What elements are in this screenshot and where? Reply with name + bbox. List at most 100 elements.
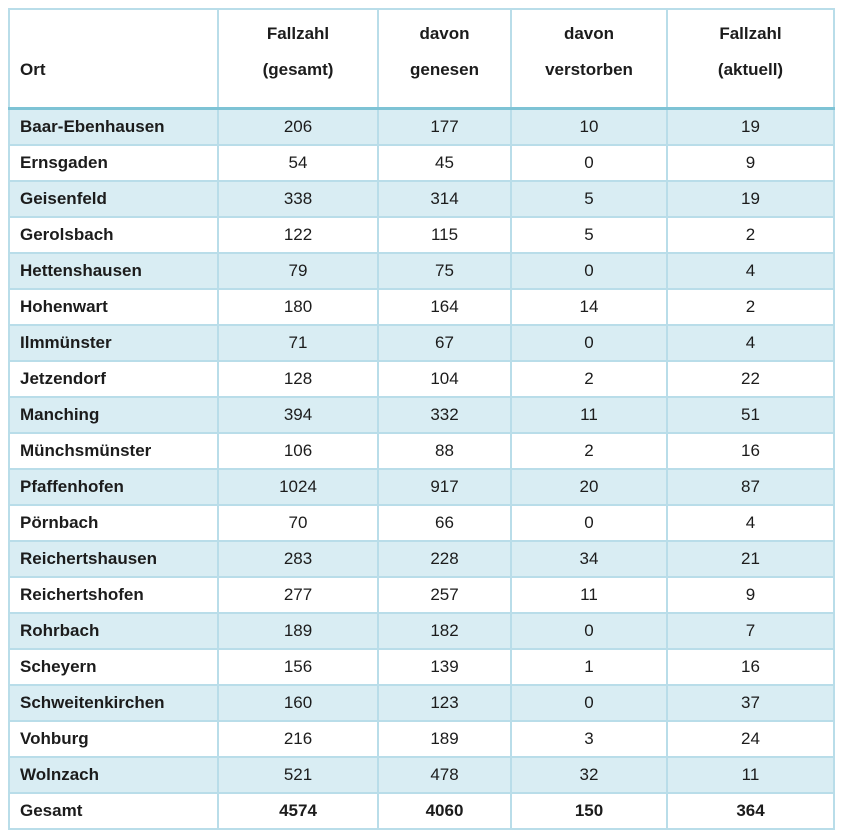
ort-cell: Reichertshofen bbox=[8, 575, 219, 614]
value-cell: 45 bbox=[377, 143, 512, 182]
header-line-spacer bbox=[20, 16, 213, 52]
value-cell: 122 bbox=[217, 215, 379, 254]
ort-cell: Münchsmünster bbox=[8, 431, 219, 470]
ort-cell: Reichertshausen bbox=[8, 539, 219, 578]
column-header-ort: Ort bbox=[8, 8, 219, 110]
value-cell: 88 bbox=[377, 431, 512, 470]
header-label-line1: davon bbox=[419, 24, 470, 43]
ort-cell: Geisenfeld bbox=[8, 179, 219, 218]
value-cell: 0 bbox=[510, 143, 668, 182]
column-header-davon-verstorben: davon verstorben bbox=[510, 8, 668, 110]
table-row: Wolnzach 521 478 32 11 bbox=[8, 755, 835, 794]
table-row: Ilmmünster 71 67 0 4 bbox=[8, 323, 835, 362]
value-cell: 5 bbox=[510, 179, 668, 218]
value-cell: 206 bbox=[217, 107, 379, 146]
value-cell: 1 bbox=[510, 647, 668, 686]
value-cell: 24 bbox=[666, 719, 835, 758]
value-cell: 160 bbox=[217, 683, 379, 722]
value-cell: 257 bbox=[377, 575, 512, 614]
value-cell: 0 bbox=[510, 503, 668, 542]
table-row: Manching 394 332 11 51 bbox=[8, 395, 835, 434]
table-row: Ernsgaden 54 45 0 9 bbox=[8, 143, 835, 182]
value-cell: 54 bbox=[217, 143, 379, 182]
column-header-fallzahl-gesamt: Fallzahl (gesamt) bbox=[217, 8, 379, 110]
table-row: Pfaffenhofen 1024 917 20 87 bbox=[8, 467, 835, 506]
value-cell: 11 bbox=[510, 395, 668, 434]
header-label-line2: genesen bbox=[410, 60, 479, 79]
value-cell: 4 bbox=[666, 251, 835, 290]
ort-cell: Pfaffenhofen bbox=[8, 467, 219, 506]
value-cell: 182 bbox=[377, 611, 512, 650]
value-cell: 16 bbox=[666, 647, 835, 686]
value-cell: 277 bbox=[217, 575, 379, 614]
value-cell: 79 bbox=[217, 251, 379, 290]
value-cell: 104 bbox=[377, 359, 512, 398]
header-label-line1: Fallzahl bbox=[266, 24, 330, 43]
table-row: Hohenwart 180 164 14 2 bbox=[8, 287, 835, 326]
ort-cell: Hettenshausen bbox=[8, 251, 219, 290]
value-cell: 19 bbox=[666, 179, 835, 218]
total-verstorben: 150 bbox=[510, 791, 668, 830]
total-aktuell: 364 bbox=[666, 791, 835, 830]
ort-cell: Pörnbach bbox=[8, 503, 219, 542]
table-row: Jetzendorf 128 104 2 22 bbox=[8, 359, 835, 398]
value-cell: 22 bbox=[666, 359, 835, 398]
value-cell: 19 bbox=[666, 107, 835, 146]
value-cell: 2 bbox=[666, 287, 835, 326]
ort-cell: Wolnzach bbox=[8, 755, 219, 794]
value-cell: 189 bbox=[217, 611, 379, 650]
value-cell: 917 bbox=[377, 467, 512, 506]
ort-cell: Manching bbox=[8, 395, 219, 434]
value-cell: 2 bbox=[666, 215, 835, 254]
value-cell: 7 bbox=[666, 611, 835, 650]
total-genesen: 4060 bbox=[377, 791, 512, 830]
value-cell: 14 bbox=[510, 287, 668, 326]
value-cell: 71 bbox=[217, 323, 379, 362]
header-label-line2: (gesamt) bbox=[262, 60, 334, 79]
value-cell: 164 bbox=[377, 287, 512, 326]
header-label-line1: Fallzahl bbox=[719, 24, 782, 43]
value-cell: 283 bbox=[217, 539, 379, 578]
value-cell: 338 bbox=[217, 179, 379, 218]
value-cell: 16 bbox=[666, 431, 835, 470]
value-cell: 0 bbox=[510, 323, 668, 362]
ort-cell: Scheyern bbox=[8, 647, 219, 686]
total-row: Gesamt 4574 4060 150 364 bbox=[8, 791, 835, 830]
ort-cell: Hohenwart bbox=[8, 287, 219, 326]
total-label: Gesamt bbox=[8, 791, 219, 830]
value-cell: 11 bbox=[510, 575, 668, 614]
value-cell: 21 bbox=[666, 539, 835, 578]
header-row: Ort Fallzahl (gesamt) davon genesen davo… bbox=[8, 8, 835, 110]
ort-cell: Jetzendorf bbox=[8, 359, 219, 398]
ort-cell: Ilmmünster bbox=[8, 323, 219, 362]
table-row: Pörnbach 70 66 0 4 bbox=[8, 503, 835, 542]
value-cell: 216 bbox=[217, 719, 379, 758]
value-cell: 0 bbox=[510, 251, 668, 290]
table-row: Münchsmünster 106 88 2 16 bbox=[8, 431, 835, 470]
value-cell: 123 bbox=[377, 683, 512, 722]
total-gesamt: 4574 bbox=[217, 791, 379, 830]
table-row: Schweitenkirchen 160 123 0 37 bbox=[8, 683, 835, 722]
cases-table: Ort Fallzahl (gesamt) davon genesen davo… bbox=[8, 8, 835, 830]
ort-cell: Ernsgaden bbox=[8, 143, 219, 182]
value-cell: 177 bbox=[377, 107, 512, 146]
value-cell: 5 bbox=[510, 215, 668, 254]
value-cell: 32 bbox=[510, 755, 668, 794]
value-cell: 189 bbox=[377, 719, 512, 758]
value-cell: 332 bbox=[377, 395, 512, 434]
value-cell: 67 bbox=[377, 323, 512, 362]
value-cell: 9 bbox=[666, 143, 835, 182]
value-cell: 10 bbox=[510, 107, 668, 146]
table-row: Reichertshofen 277 257 11 9 bbox=[8, 575, 835, 614]
table-row: Geisenfeld 338 314 5 19 bbox=[8, 179, 835, 218]
header-label-line2: verstorben bbox=[545, 60, 633, 79]
table-body: Baar-Ebenhausen 206 177 10 19 Ernsgaden 54 45 0 9… bbox=[8, 107, 835, 794]
value-cell: 4 bbox=[666, 503, 835, 542]
ort-cell: Rohrbach bbox=[8, 611, 219, 650]
value-cell: 51 bbox=[666, 395, 835, 434]
header-label-ort: Ort bbox=[20, 60, 46, 79]
ort-cell: Schweitenkirchen bbox=[8, 683, 219, 722]
value-cell: 0 bbox=[510, 611, 668, 650]
value-cell: 180 bbox=[217, 287, 379, 326]
